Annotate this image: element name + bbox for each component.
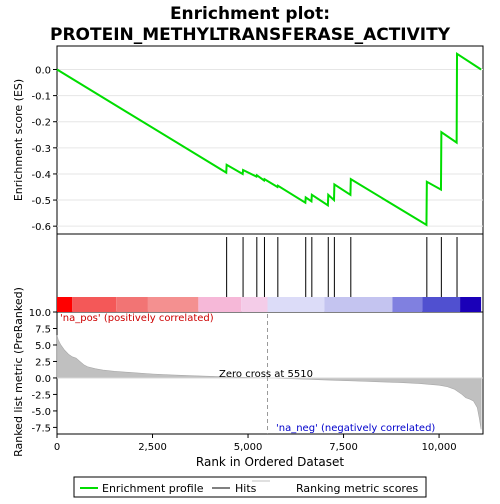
enrichment-profile-group xyxy=(56,51,482,227)
es-tick-label: -0.1 xyxy=(31,92,51,103)
legend-ranking-label: Ranking metric scores xyxy=(296,482,418,495)
x-tick-label: 7,500 xyxy=(329,442,358,453)
x-tick-label: 0 xyxy=(54,442,60,453)
es-tick-label: 0.0 xyxy=(35,66,51,77)
heatmap-segment xyxy=(147,297,199,312)
heatmap-segment xyxy=(116,297,148,312)
es-tick-label: -0.5 xyxy=(31,196,51,207)
rank-tick-label: -7.5 xyxy=(31,423,51,434)
heatmap-segment xyxy=(198,297,242,312)
rank-tick-label: 2.5 xyxy=(35,357,51,368)
x-axis-label: Rank in Ordered Dataset xyxy=(196,455,344,469)
heatmap-segment xyxy=(422,297,461,312)
rank-tick-label: -5.0 xyxy=(31,407,51,418)
x-axis-ticks: 0 2,500 5,000 7,500 10,000 xyxy=(54,434,457,453)
heatmap-segment xyxy=(392,297,423,312)
legend-hits-label: Hits xyxy=(235,482,257,495)
rank-tick-label: 0.0 xyxy=(35,374,51,385)
neg-correlated-label: 'na_neg' (negatively correlated) xyxy=(276,423,435,434)
legend-enrichment-label: Enrichment profile xyxy=(102,482,204,495)
rank-y-axis-ticks: 10.0 7.5 5.0 2.5 0.0 -2.5 -5.0 -7.5 xyxy=(29,308,57,434)
heatmap-segment xyxy=(72,297,117,312)
rank-heatmap-bar xyxy=(57,297,482,312)
es-tick-label: -0.3 xyxy=(31,144,51,155)
x-tick-label: 2,500 xyxy=(138,442,167,453)
chart-title-line2: PROTEIN_METHYLTRANSFERASE_ACTIVITY xyxy=(50,25,451,45)
legend-box xyxy=(73,476,427,498)
heatmap-segment xyxy=(57,297,73,312)
es-gridlines xyxy=(57,69,483,227)
x-tick-label: 10,000 xyxy=(422,442,457,453)
heatmap-segment xyxy=(460,297,482,312)
es-tick-label: -0.4 xyxy=(31,170,51,181)
heatmap-segment xyxy=(324,297,393,312)
heatmap-segment xyxy=(267,297,325,312)
enrichment-profile-line xyxy=(56,51,482,227)
es-y-axis-ticks: 0.0 -0.1 -0.2 -0.3 -0.4 -0.5 -0.6 xyxy=(31,66,57,233)
rank-tick-label: 10.0 xyxy=(29,308,51,319)
rank-tick-label: 7.5 xyxy=(35,324,51,335)
chart-title-line1: Enrichment plot: xyxy=(170,4,330,24)
es-y-axis-label: Enrichment score (ES) xyxy=(12,79,25,201)
hit-markers xyxy=(226,237,458,297)
ranking-metric-area xyxy=(56,335,483,430)
es-tick-label: -0.2 xyxy=(31,118,51,129)
pos-correlated-label: 'na_pos' (positively correlated) xyxy=(60,313,214,324)
es-tick-label: -0.6 xyxy=(31,222,51,233)
heatmap-segment xyxy=(241,297,268,312)
rank-y-axis-label: Ranked list metric (PreRanked) xyxy=(12,287,25,457)
zero-cross-label: Zero cross at 5510 xyxy=(219,369,313,380)
x-tick-label: 5,000 xyxy=(234,442,263,453)
rank-tick-label: 5.0 xyxy=(35,341,51,352)
rank-tick-label: -2.5 xyxy=(31,390,51,401)
ranking-metric-fill xyxy=(56,335,482,430)
es-panel-frame xyxy=(56,45,484,235)
